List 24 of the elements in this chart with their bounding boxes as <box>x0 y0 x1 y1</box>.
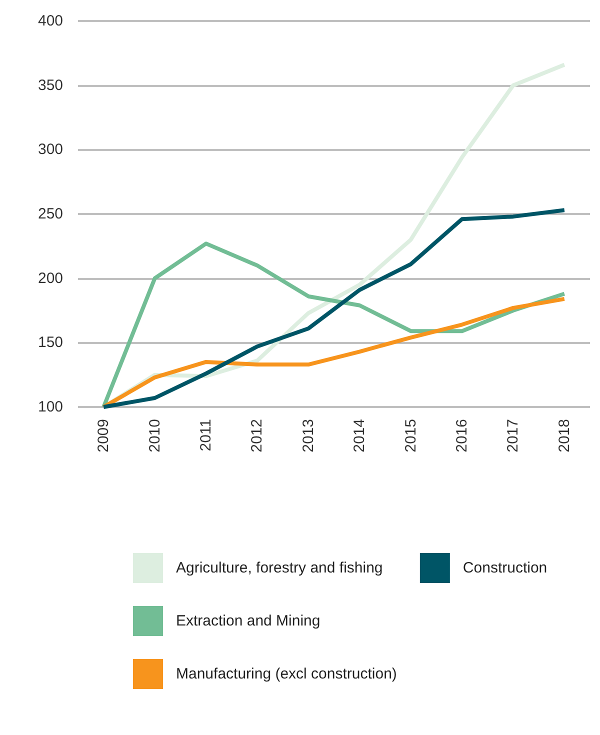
x-tick-label: 2011 <box>198 419 214 452</box>
y-tick-label: 100 <box>38 398 64 416</box>
y-tick-label: 350 <box>38 76 64 94</box>
y-tick-label: 150 <box>38 334 64 352</box>
y-tick-label: 300 <box>38 141 64 158</box>
legend-label: Extraction and Mining <box>176 612 320 630</box>
legend-label: Construction <box>462 560 548 576</box>
x-tick-label: 2010 <box>146 419 164 452</box>
x-tick-label: 2015 <box>402 419 420 452</box>
x-tick-label: 2009 <box>95 419 112 452</box>
x-tick-label: 2017 <box>504 419 522 452</box>
legend-label: Manufacturing (excl construction) <box>176 666 397 682</box>
y-tick-label: 250 <box>38 206 64 222</box>
y-tick-label: 400 <box>38 12 64 30</box>
line-series <box>102 208 566 409</box>
x-tick-label: 2014 <box>351 419 368 452</box>
x-tick-label: 2013 <box>300 419 317 452</box>
line-series <box>102 296 566 409</box>
y-tick-label: 200 <box>38 270 64 287</box>
x-tick-label: 2016 <box>454 419 470 452</box>
line-series <box>102 242 566 409</box>
x-tick-label: 2018 <box>556 419 573 452</box>
legend-label: Agriculture, forestry and fishing <box>176 560 383 576</box>
x-tick-label: 2012 <box>248 419 266 452</box>
